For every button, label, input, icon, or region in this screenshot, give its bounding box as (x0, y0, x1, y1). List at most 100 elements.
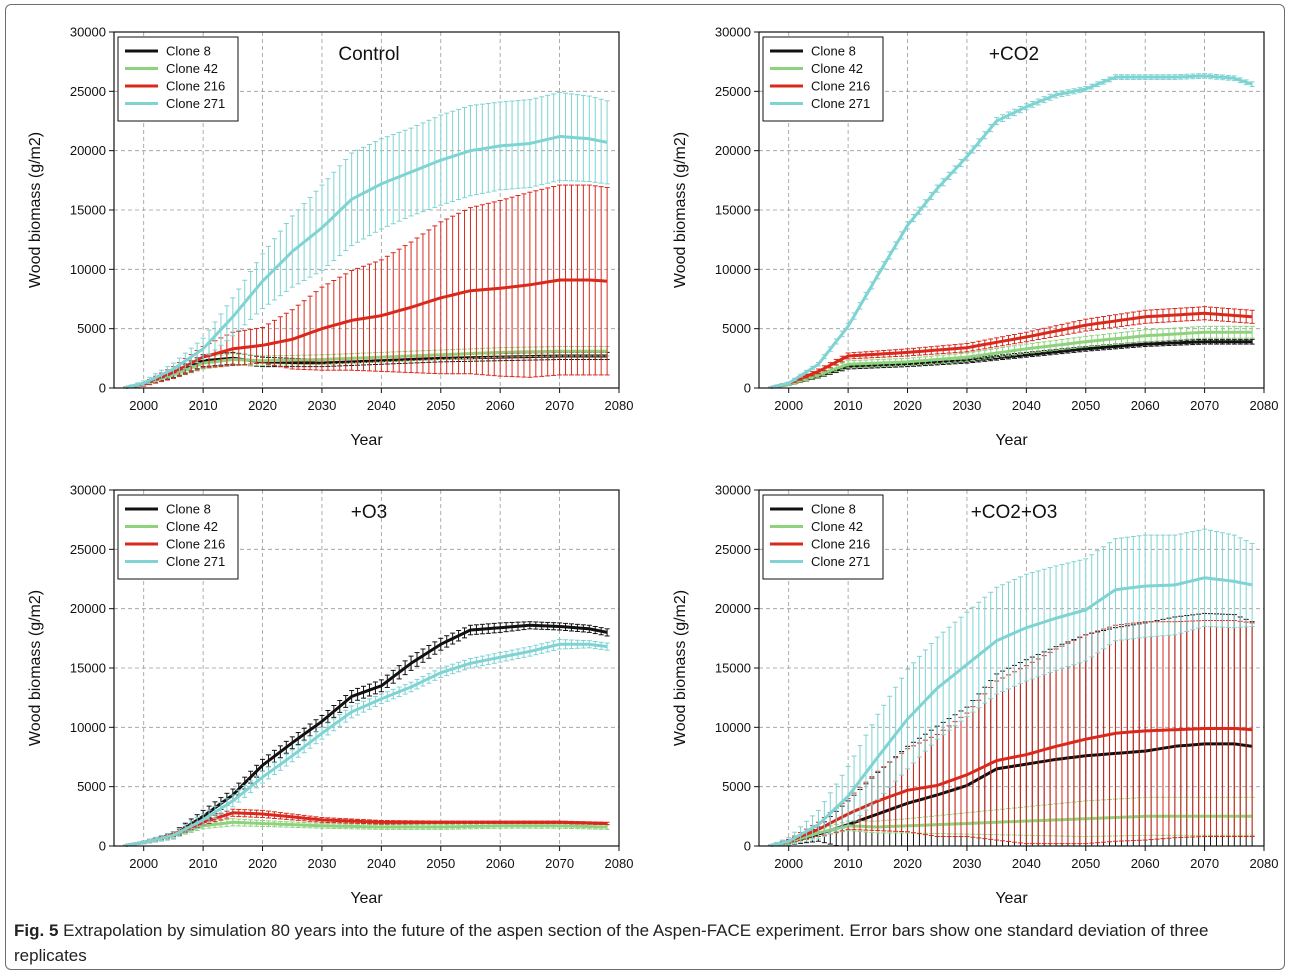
x-tick-label: 2010 (834, 398, 863, 413)
x-tick-label: 2040 (1012, 856, 1041, 871)
y-axis-label: Wood biomass (g/m2) (672, 132, 689, 288)
x-tick-label: 2020 (248, 398, 277, 413)
chart-title: +CO2+O3 (971, 502, 1058, 523)
x-tick-label: 2060 (1131, 398, 1160, 413)
series-line-clone-42 (770, 330, 1253, 389)
y-tick-label: 30000 (715, 483, 751, 498)
legend-label-clone-42: Clone 42 (166, 61, 218, 76)
x-tick-label: 2050 (426, 856, 455, 871)
y-tick-label: 30000 (70, 25, 106, 40)
legend-label-clone-271: Clone 271 (811, 96, 870, 111)
y-tick-label: 10000 (70, 262, 106, 277)
x-tick-label: 2000 (774, 398, 803, 413)
y-tick-label: 15000 (70, 661, 106, 676)
series-clone-271 (768, 73, 1255, 389)
legend-label-clone-216: Clone 216 (811, 537, 870, 552)
x-tick-label: 2010 (189, 856, 218, 871)
legend-label-clone-8: Clone 8 (166, 502, 211, 517)
x-tick-label: 2080 (1250, 398, 1279, 413)
legend-label-clone-271: Clone 271 (166, 554, 225, 569)
series-line-clone-8 (770, 340, 1253, 389)
legend-label-clone-216: Clone 216 (811, 79, 870, 94)
figure-frame (5, 4, 1285, 970)
series-clone-216 (123, 184, 610, 389)
x-tick-label: 2040 (367, 856, 396, 871)
x-tick-label: 2020 (248, 856, 277, 871)
y-tick-label: 20000 (715, 601, 751, 616)
x-tick-label: 2070 (545, 856, 574, 871)
y-tick-label: 30000 (715, 25, 751, 40)
x-axis-label: Year (350, 432, 383, 449)
x-tick-label: 2000 (129, 856, 158, 871)
series-line-clone-271 (770, 74, 1253, 389)
y-tick-label: 20000 (715, 143, 751, 158)
x-tick-label: 2030 (952, 398, 981, 413)
x-axis-label: Year (995, 432, 1028, 449)
x-tick-label: 2060 (486, 856, 515, 871)
x-tick-label: 2060 (486, 398, 515, 413)
series-line-clone-216 (770, 727, 1253, 847)
y-tick-label: 25000 (715, 542, 751, 557)
y-tick-label: 20000 (70, 143, 106, 158)
y-tick-label: 25000 (70, 542, 106, 557)
y-tick-label: 0 (99, 839, 106, 854)
series-line-clone-42 (125, 820, 608, 847)
x-tick-label: 2020 (893, 856, 922, 871)
y-tick-label: 15000 (715, 661, 751, 676)
x-tick-label: 2040 (367, 398, 396, 413)
series-line-clone-216 (125, 811, 608, 847)
y-tick-label: 10000 (70, 720, 106, 735)
legend: Clone 8 Clone 42 Clone 216 Clone 271 (117, 36, 239, 122)
series-line-clone-8 (125, 354, 608, 389)
x-tick-label: 2070 (1190, 398, 1219, 413)
figure-label: Fig. 5 (14, 921, 59, 940)
y-tick-label: 5000 (722, 321, 751, 336)
x-tick-label: 2060 (1131, 856, 1160, 871)
chart-title: +O3 (351, 502, 387, 523)
y-axis-label: Wood biomass (g/m2) (27, 132, 44, 288)
series-clone-42 (768, 325, 1255, 389)
series-clone-216 (768, 620, 1255, 847)
y-tick-label: 30000 (70, 483, 106, 498)
x-tick-label: 2000 (774, 856, 803, 871)
legend: Clone 8 Clone 42 Clone 216 Clone 271 (117, 494, 239, 580)
x-tick-label: 2040 (1012, 398, 1041, 413)
series-line-clone-216 (125, 278, 608, 389)
x-tick-label: 2080 (1250, 856, 1279, 871)
series-clone-216 (768, 306, 1255, 389)
y-tick-label: 25000 (715, 84, 751, 99)
caption-text: Extrapolation by simulation 80 years int… (14, 921, 1209, 965)
y-axis-label: Wood biomass (g/m2) (27, 590, 44, 746)
series-clone-216 (123, 808, 610, 847)
series-line-clone-8 (125, 623, 608, 847)
legend-label-clone-42: Clone 42 (811, 519, 863, 534)
y-tick-label: 10000 (715, 720, 751, 735)
y-tick-label: 15000 (70, 203, 106, 218)
chart-title: +CO2 (989, 44, 1039, 65)
series-line-clone-216 (770, 311, 1253, 389)
x-tick-label: 2010 (834, 856, 863, 871)
y-tick-label: 20000 (70, 601, 106, 616)
series-line-clone-271 (125, 134, 608, 389)
legend: Clone 8 Clone 42 Clone 216 Clone 271 (762, 494, 884, 580)
y-axis-label: Wood biomass (g/m2) (672, 590, 689, 746)
series-line-clone-42 (125, 349, 608, 389)
y-tick-label: 5000 (77, 779, 106, 794)
x-tick-label: 2030 (952, 856, 981, 871)
x-tick-label: 2050 (426, 398, 455, 413)
series-clone-271 (768, 528, 1255, 847)
x-tick-label: 2050 (1071, 398, 1100, 413)
legend-label-clone-271: Clone 271 (166, 96, 225, 111)
y-tick-label: 15000 (715, 203, 751, 218)
series-line-clone-8 (770, 742, 1253, 847)
series-line-clone-271 (770, 576, 1253, 847)
chart-panel-co2: 0 5000 10000 15000 20000 25000 30000 2000 2010 20… (672, 25, 1279, 450)
y-tick-label: 5000 (77, 321, 106, 336)
series-clone-271 (123, 639, 610, 847)
figure-caption: Fig. 5 Extrapolation by simulation 80 ye… (14, 918, 1274, 968)
legend-label-clone-8: Clone 8 (811, 502, 856, 517)
chart-panel-control: 0 5000 10000 15000 20000 25000 30000 2000 2010 20… (27, 25, 633, 450)
chart-title: Control (338, 44, 399, 65)
legend-label-clone-271: Clone 271 (811, 554, 870, 569)
x-axis-label: Year (995, 890, 1028, 907)
